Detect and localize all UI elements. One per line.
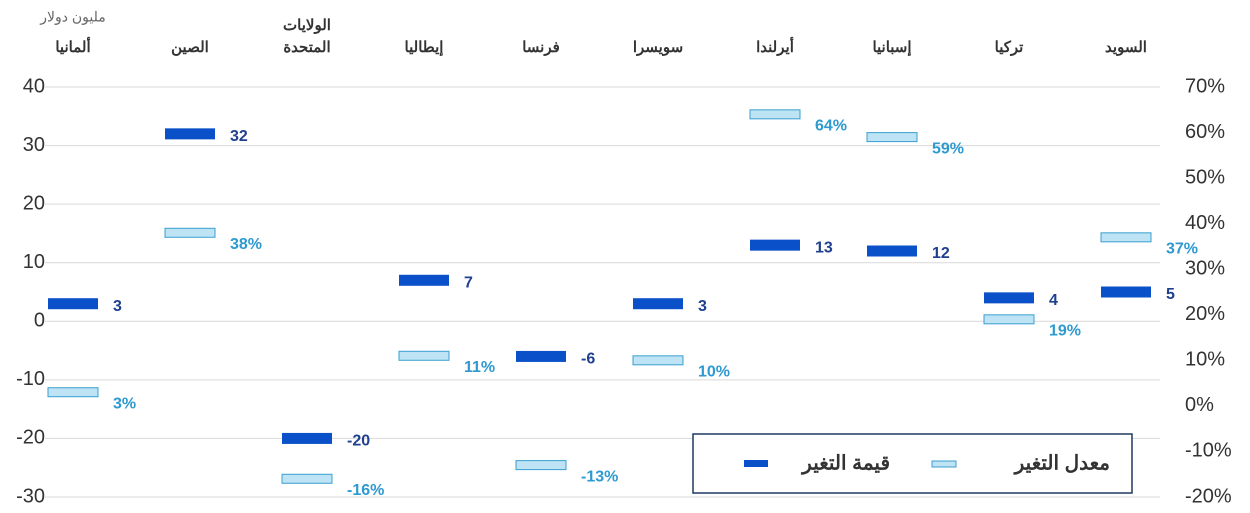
value-marker <box>1101 286 1151 298</box>
y2-tick-label: 20% <box>1185 303 1225 325</box>
rate-marker <box>1100 232 1152 243</box>
data-label: 11% <box>464 359 495 376</box>
data-label: 3% <box>113 395 136 412</box>
x-tick-label: سويسرا <box>633 39 683 56</box>
x-tick-label: إسبانيا <box>872 39 911 56</box>
y2-tick-label: -10% <box>1185 440 1232 462</box>
data-label: 32 <box>230 128 248 145</box>
data-label: 19% <box>1049 323 1081 340</box>
x-tick-label: فرنسا <box>522 39 560 56</box>
rate-marker <box>398 350 450 361</box>
data-label: 3 <box>698 298 707 315</box>
y-tick-label: 30 <box>23 134 45 156</box>
y2-tick-label: 70% <box>1185 75 1225 97</box>
value-marker <box>48 298 98 310</box>
rate-marker <box>164 227 216 238</box>
y2-tick-label: 30% <box>1185 258 1225 280</box>
data-label: -16% <box>347 482 384 499</box>
x-tick-label: ألمانيا <box>55 36 90 56</box>
data-label: -20 <box>347 433 370 450</box>
x-tick-label: تركيا <box>995 39 1024 56</box>
data-label: 10% <box>698 364 730 381</box>
x-tick-label: أيرلندا <box>756 36 794 56</box>
y2-tick-label: 0% <box>1185 394 1214 416</box>
value-marker <box>867 245 917 257</box>
rate-marker <box>281 473 333 484</box>
data-label: 37% <box>1166 241 1198 258</box>
rate-marker <box>632 355 684 366</box>
y-tick-label: 0 <box>34 310 45 332</box>
rate-marker <box>866 132 918 143</box>
data-label: 13 <box>815 239 833 256</box>
legend-label: قيمة التغير <box>800 452 890 475</box>
rate-marker <box>515 460 567 471</box>
y-tick-label: -30 <box>16 485 45 507</box>
y-tick-label: 10 <box>23 251 45 273</box>
data-label: 3 <box>113 298 122 315</box>
value-marker <box>750 239 800 251</box>
data-label: 64% <box>815 118 847 135</box>
y2-tick-label: -20% <box>1185 485 1232 507</box>
y-tick-label: -10 <box>16 368 45 390</box>
rate-marker <box>749 109 801 120</box>
legend-label: معدل التغير <box>1013 452 1110 475</box>
data-label: -6 <box>581 351 595 368</box>
data-label: 59% <box>932 140 964 157</box>
y2-tick-label: 60% <box>1185 121 1225 143</box>
y2-tick-label: 50% <box>1185 166 1225 188</box>
x-tick-label: الولايات المتحدة <box>283 17 331 56</box>
value-marker <box>633 298 683 310</box>
legend-swatch <box>931 460 957 468</box>
value-marker <box>399 274 449 286</box>
data-label: 4 <box>1049 292 1058 309</box>
x-tick-label: الصين <box>171 39 209 56</box>
x-tick-label: السويد <box>1105 39 1147 56</box>
data-label: -13% <box>581 468 618 485</box>
x-tick-label: إيطاليا <box>405 39 444 56</box>
data-label: 38% <box>230 236 262 253</box>
value-marker <box>282 432 332 444</box>
y-tick-label: 40 <box>23 75 45 97</box>
value-marker <box>165 128 215 140</box>
rate-marker <box>983 314 1035 325</box>
y-axis-label: مليون دولار <box>39 9 106 26</box>
legend-swatch <box>744 460 768 467</box>
y2-tick-label: 40% <box>1185 212 1225 234</box>
data-label: 7 <box>464 275 473 292</box>
value-marker <box>516 350 566 362</box>
rate-marker <box>47 387 99 398</box>
y-tick-label: -20 <box>16 427 45 449</box>
y2-tick-label: 10% <box>1185 349 1225 371</box>
data-label: 12 <box>932 245 950 262</box>
y-tick-label: 20 <box>23 192 45 214</box>
data-label: 5 <box>1166 286 1175 303</box>
value-marker <box>984 292 1034 304</box>
